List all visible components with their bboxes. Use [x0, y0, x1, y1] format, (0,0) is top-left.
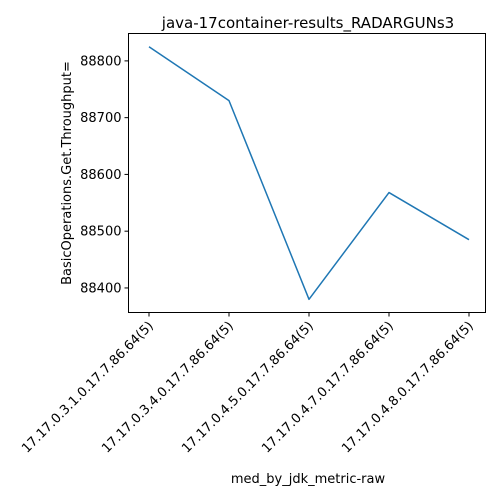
plot-frame [128, 33, 486, 313]
y-tick-label: 88800 [80, 54, 121, 69]
y-tick-label: 88400 [80, 281, 121, 296]
x-tick-label: 17.17.0.3.1.0.17.7.86.64(5) [19, 319, 157, 457]
chart-title: java-17container-results_RADARGUNs3 [161, 14, 454, 33]
series-line [148, 46, 470, 301]
y-tick-label: 88500 [80, 225, 121, 240]
y-tick-label: 88600 [80, 168, 121, 183]
x-tick-label: 17.17.0.3.4.0.17.7.86.64(5) [99, 319, 237, 457]
x-axis-label: med_by_jdk_metric-raw [231, 472, 386, 487]
x-tick-label: 17.17.0.4.8.0.17.7.86.64(5) [339, 319, 477, 457]
x-tick-label: 17.17.0.4.7.0.17.7.86.64(5) [259, 319, 397, 457]
y-tick-label: 88700 [80, 111, 121, 126]
x-axis: 17.17.0.3.1.0.17.7.86.64(5)17.17.0.3.4.0… [19, 312, 477, 457]
y-axis-label: BasicOperations.Get.Throughput= [60, 61, 75, 285]
series-group [148, 46, 470, 301]
x-tick-label: 17.17.0.4.5.0.17.7.86.64(5) [179, 319, 317, 457]
y-axis: 88400 88500 88600 88700 88800 [80, 54, 129, 296]
